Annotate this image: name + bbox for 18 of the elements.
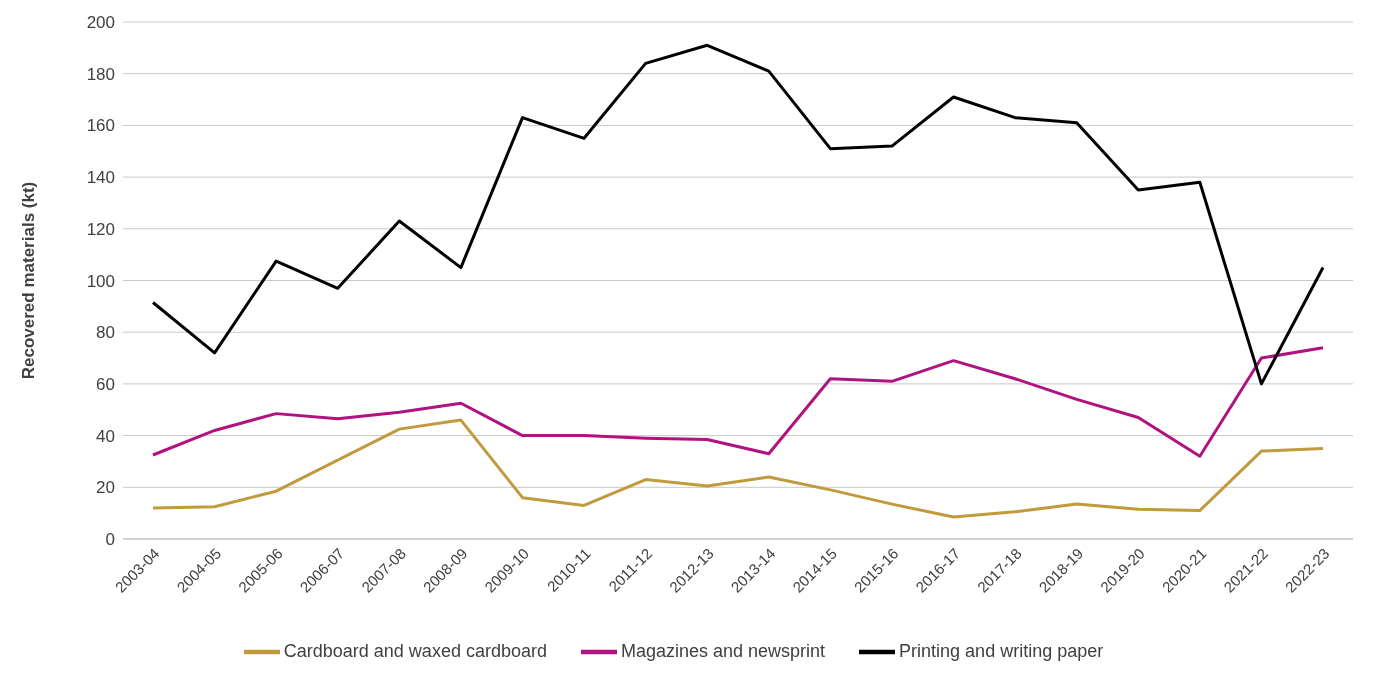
y-tick-label: 60 (96, 374, 115, 394)
legend-label: Printing and writing paper (899, 640, 1104, 661)
y-tick-label: 0 (105, 530, 115, 550)
y-tick-label: 160 (86, 116, 115, 136)
y-tick-label: 20 (96, 478, 115, 498)
legend-label: Cardboard and waxed cardboard (283, 640, 547, 661)
y-tick-label: 80 (96, 323, 115, 343)
y-tick-label: 40 (96, 426, 115, 446)
line-series (151, 346, 1325, 458)
y-tick-label: 200 (86, 13, 115, 33)
line-series (151, 418, 1325, 519)
line-series (151, 43, 1325, 386)
y-tick-label: 120 (86, 219, 115, 239)
y-tick-label: 140 (86, 168, 115, 188)
y-tick-label: 100 (86, 271, 115, 291)
legend-label: Magazines and newsprint (620, 640, 826, 661)
y-axis-title: Recovered materials (kt) (19, 181, 39, 380)
y-tick-label: 180 (86, 64, 115, 84)
